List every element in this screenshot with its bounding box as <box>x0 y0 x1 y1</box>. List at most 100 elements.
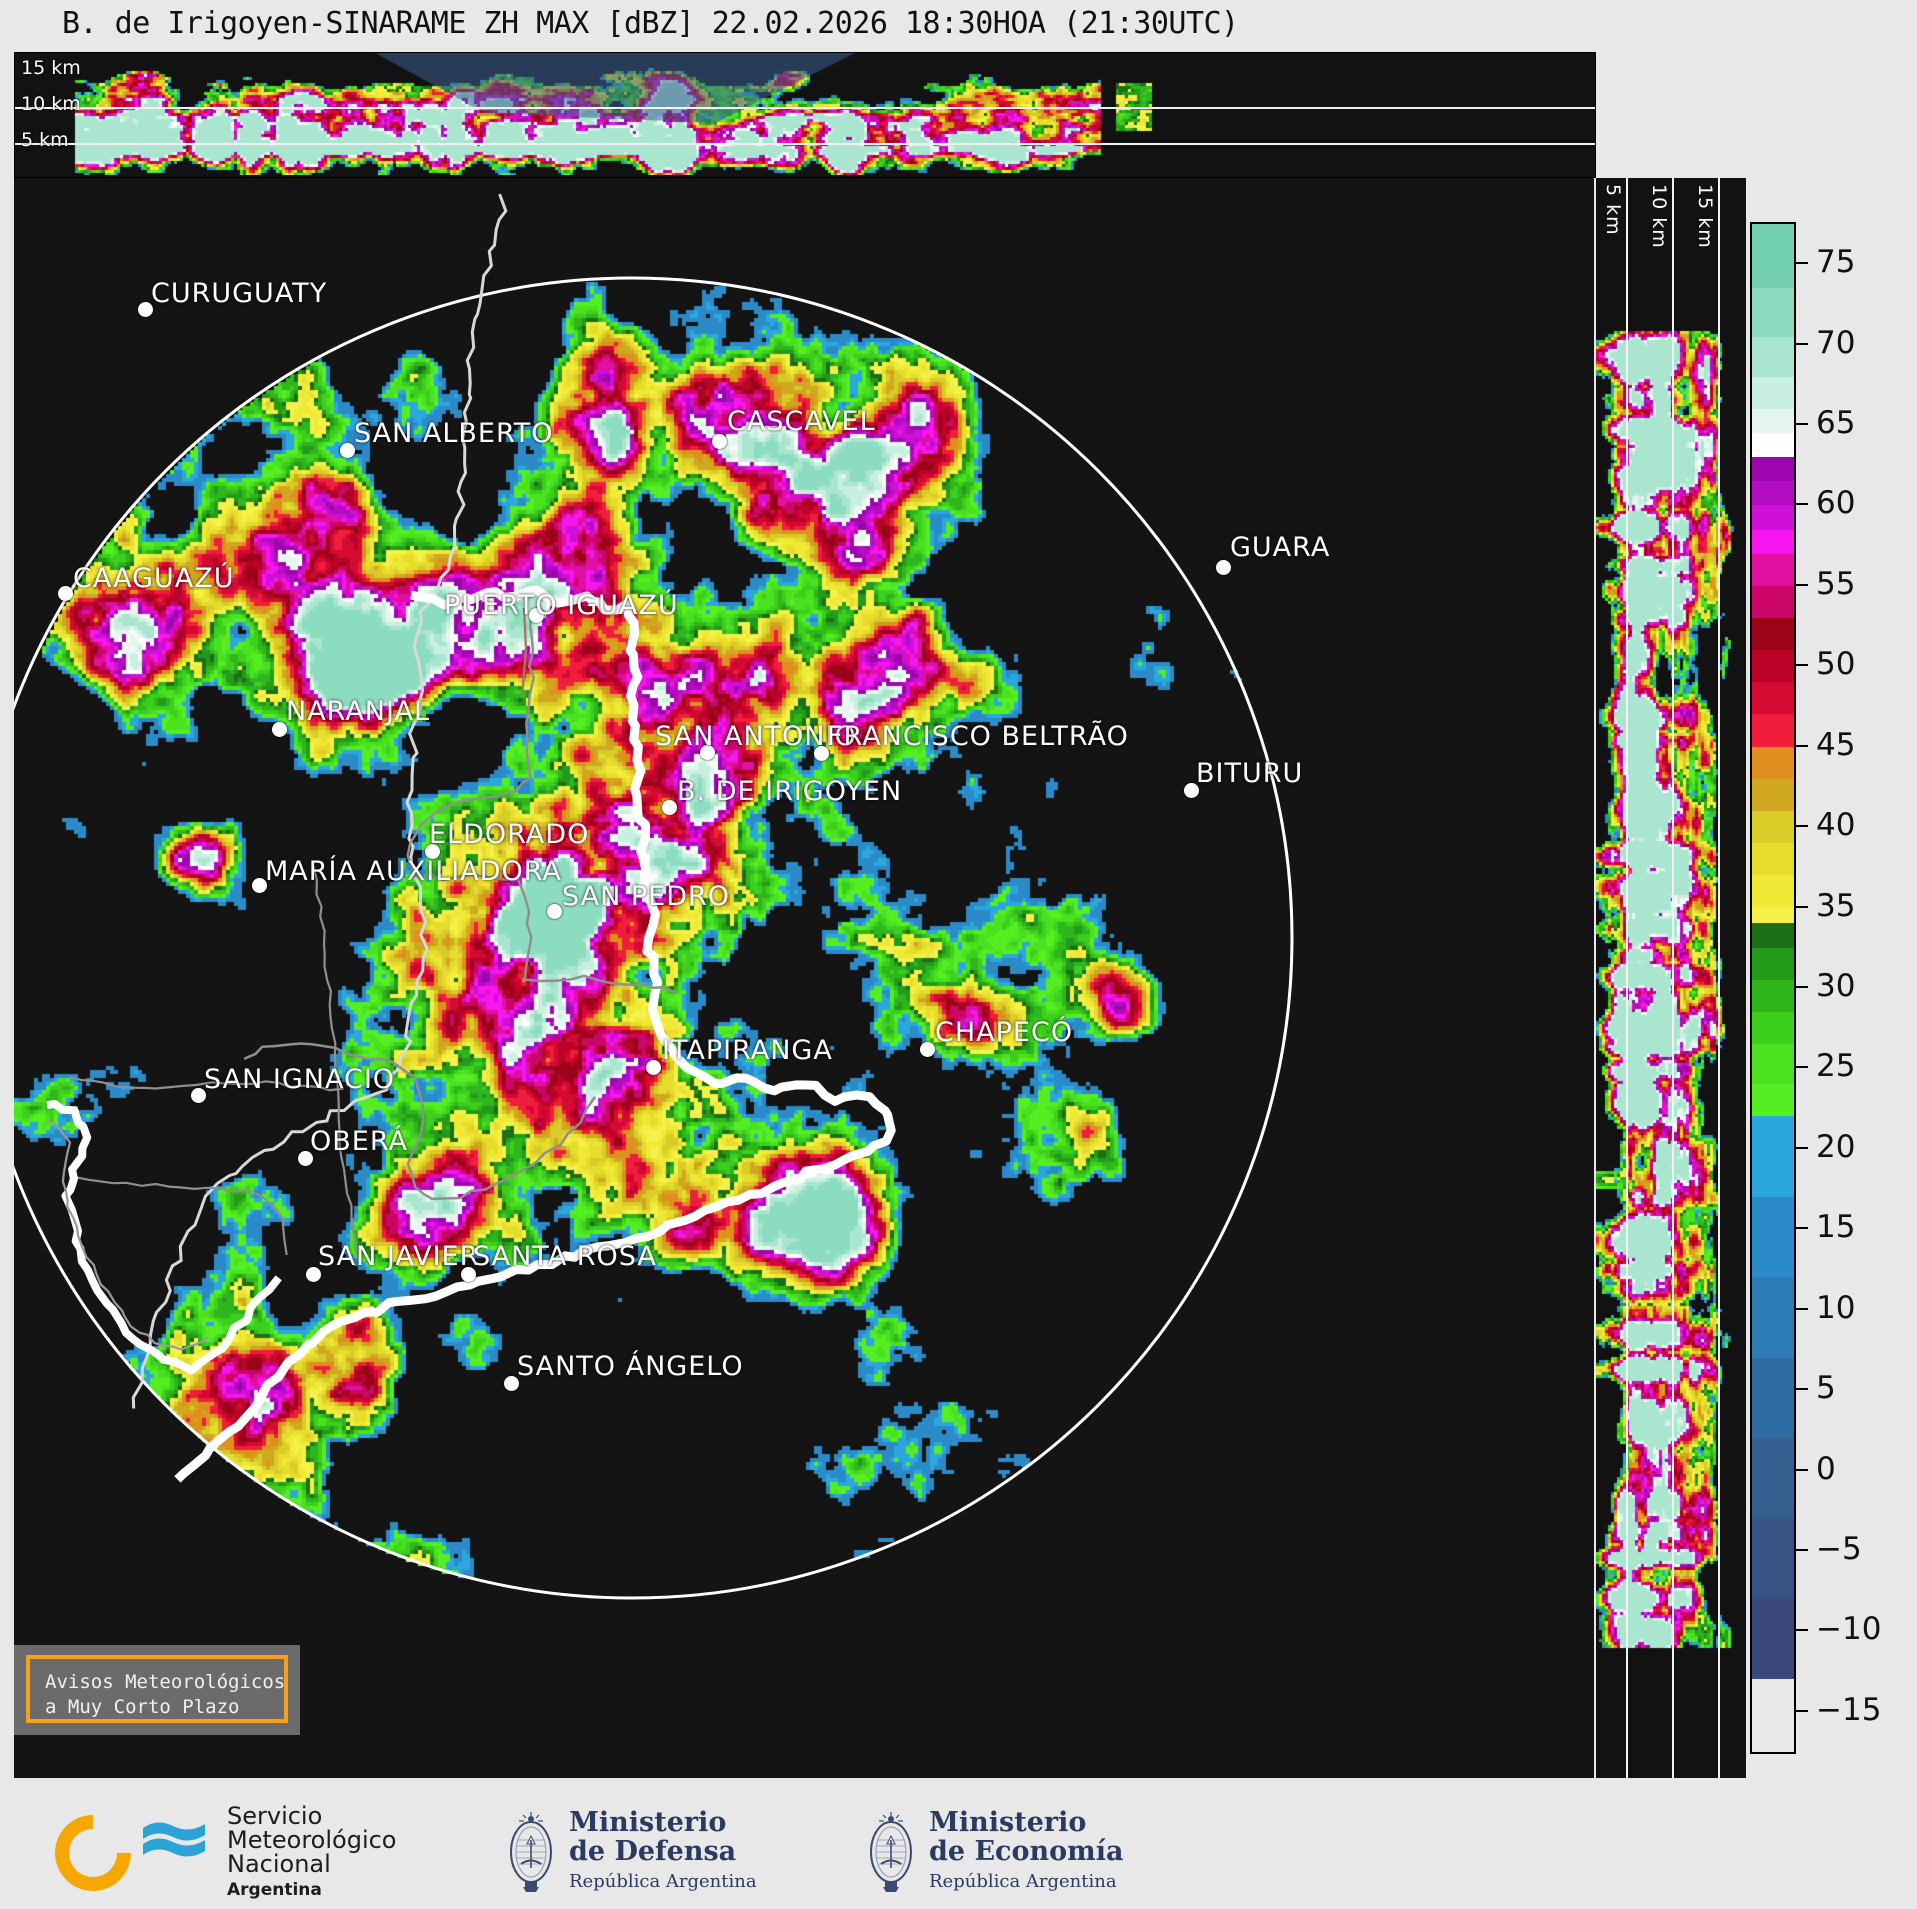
smn-logo-icon <box>39 1799 147 1907</box>
map-vector-overlay <box>14 193 1294 1600</box>
logo-ministerio-defensa: Ministerio de Defensa República Argentin… <box>505 1808 757 1896</box>
xz-gridline-10km <box>15 107 1595 109</box>
colorbar-segment <box>1752 1598 1794 1680</box>
colorbar-tick <box>1794 342 1808 345</box>
colorbar-segment <box>1752 457 1794 482</box>
colorbar-tick-label: 15 <box>1816 1209 1856 1246</box>
city-marker-dot <box>138 302 153 317</box>
colorbar-segment <box>1752 1357 1794 1439</box>
colorbar-segment <box>1752 376 1794 409</box>
radar-ppi-map[interactable]: CURUGUATY SAN ALBERTO CASCAVEL CAAGUAZÚ PUER… <box>14 178 1594 1778</box>
colorbar-segment <box>1752 618 1794 651</box>
defensa-line3: República Argentina <box>569 1871 757 1892</box>
colorbar-segment <box>1752 923 1794 948</box>
smn-line4: Argentina <box>227 1880 322 1900</box>
department-boundary <box>69 1075 344 1092</box>
colorbar-tick-label: −15 <box>1816 1691 1882 1728</box>
colorbar-tick <box>1794 1227 1808 1230</box>
border-river-southwest <box>46 1099 282 1375</box>
colorbar-tick <box>1794 744 1808 747</box>
department-boundary <box>312 865 361 1264</box>
colorbar-tick-label: 50 <box>1816 646 1856 683</box>
xz-label-15km: 15 km <box>21 57 81 79</box>
yz-label-5km: 5 km <box>1602 184 1624 236</box>
colorbar-segment <box>1752 778 1794 811</box>
colorbar-tick <box>1794 664 1808 667</box>
city-marker-dot <box>425 844 440 859</box>
city-marker-dot <box>272 722 287 737</box>
road-line <box>520 607 528 699</box>
department-boundary <box>47 1119 210 1351</box>
colorbar-tick-label: 35 <box>1816 887 1856 924</box>
range-ring <box>14 276 1294 1600</box>
colorbar-tick-label: 55 <box>1816 565 1856 602</box>
colorbar-segment <box>1752 481 1794 506</box>
xz-label-5km: 5 km <box>21 129 69 151</box>
colorbar-segment <box>1752 433 1794 458</box>
colorbar-tick-label: 75 <box>1816 244 1856 281</box>
city-marker-dot <box>712 434 727 449</box>
colorbar-segment <box>1752 1518 1794 1599</box>
colorbar-tick-label: 40 <box>1816 807 1856 844</box>
city-marker-dot <box>191 1088 206 1103</box>
colorbar-segment <box>1752 714 1794 747</box>
smn-line3: Nacional <box>227 1850 331 1878</box>
colorbar-tick <box>1794 1388 1808 1391</box>
colorbar-segment <box>1752 810 1794 844</box>
colorbar-tick-label: −10 <box>1816 1611 1882 1648</box>
smn-line1: Servicio <box>227 1802 323 1830</box>
yz-gridline-10km <box>1672 178 1674 1778</box>
argentina-coat-of-arms-icon <box>510 1812 552 1892</box>
page-title: B. de Irigoyen-SINARAME ZH MAX [dBZ] 22.… <box>62 6 1239 41</box>
city-marker-dot <box>662 800 677 815</box>
yz-gridline-15km <box>1718 178 1720 1778</box>
colorbar-tick-label: 0 <box>1816 1450 1836 1487</box>
city-marker-dot <box>646 1060 661 1075</box>
colorbar-tick <box>1794 423 1808 426</box>
colorbar-segment <box>1752 979 1794 1012</box>
colorbar-segment <box>1752 224 1794 289</box>
city-marker-dot <box>461 1267 476 1282</box>
colorbar-segment <box>1752 585 1794 618</box>
colorbar-segment <box>1752 553 1794 586</box>
footer-logos: Servicio Meteorológico Nacional Argentin… <box>0 1790 1917 1909</box>
colorbar-tick <box>1794 1307 1808 1310</box>
colorbar-tick-label: 70 <box>1816 324 1856 361</box>
colorbar-segment <box>1752 907 1794 924</box>
city-marker-dot <box>340 443 355 458</box>
yz-label-15km: 15 km <box>1694 184 1716 249</box>
colorbar-tick <box>1794 1548 1808 1551</box>
economia-line2: de Economía <box>929 1836 1124 1867</box>
economia-line1: Ministerio <box>929 1807 1087 1838</box>
xz-label-10km: 10 km <box>21 93 81 115</box>
colorbar-tick-label: 60 <box>1816 485 1856 522</box>
smn-line2: Meteorológico <box>227 1826 397 1854</box>
colorbar-segment <box>1752 408 1794 434</box>
colorbar-tick <box>1794 1066 1808 1069</box>
warning-box[interactable]: Avisos Meteorológicos a Muy Corto Plazo <box>26 1655 288 1723</box>
reflectivity-colorbar <box>1750 222 1796 1754</box>
colorbar-tick-label: 45 <box>1816 726 1856 763</box>
colorbar-segment <box>1752 1196 1794 1278</box>
colorbar-segment <box>1752 1011 1794 1045</box>
colorbar-tick-label: 65 <box>1816 405 1856 442</box>
colorbar-segment <box>1752 288 1794 337</box>
colorbar-segment <box>1752 336 1794 377</box>
colorbar-tick-label: 20 <box>1816 1128 1856 1165</box>
smn-wave-icon <box>143 1822 205 1857</box>
defensa-line1: Ministerio <box>569 1807 727 1838</box>
city-marker-dot <box>700 745 715 760</box>
colorbar-tick <box>1794 825 1808 828</box>
colorbar-tick <box>1794 905 1808 908</box>
city-marker-dot <box>306 1267 321 1282</box>
colorbar-tick <box>1794 1146 1808 1149</box>
city-marker-dot <box>504 1376 519 1391</box>
yz-gridline-5km <box>1626 178 1628 1778</box>
colorbar-tick <box>1794 262 1808 265</box>
colorbar-segment <box>1752 1116 1794 1197</box>
colorbar-tick <box>1794 1629 1808 1632</box>
city-marker-dot <box>1184 783 1199 798</box>
xz-gridline-5km <box>15 143 1595 145</box>
colorbar-segment <box>1752 529 1794 554</box>
colorbar-tick <box>1794 1468 1808 1471</box>
